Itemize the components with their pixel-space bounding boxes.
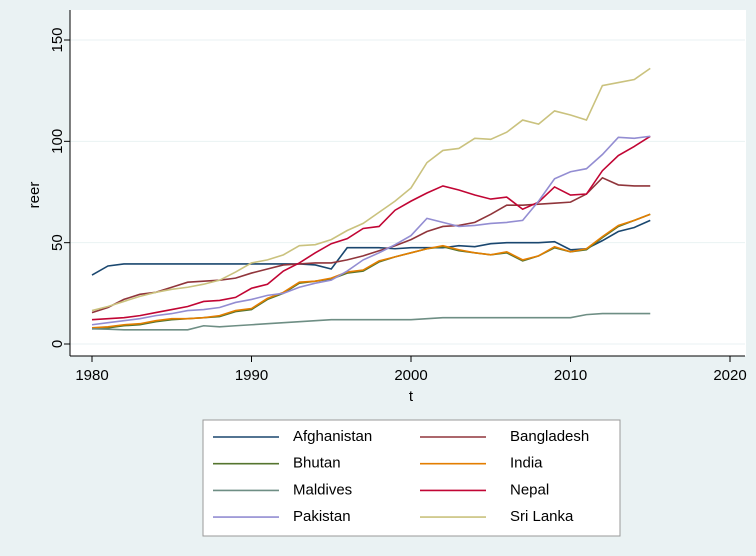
x-axis-title: t (409, 388, 414, 405)
y-tick-label: 50 (49, 234, 66, 251)
legend-label: Pakistan (293, 508, 351, 525)
x-tick-label: 1990 (235, 367, 268, 384)
legend-label: Sri Lanka (510, 508, 574, 525)
x-tick-label: 2010 (554, 367, 587, 384)
legend-label: Maldives (293, 481, 352, 498)
x-tick-label: 2020 (713, 367, 746, 384)
legend-label: Afghanistan (293, 428, 372, 445)
series-line (91, 213, 651, 329)
series-line (91, 176, 651, 314)
series-line (91, 135, 651, 321)
y-tick-label: 150 (49, 27, 66, 52)
y-tick-label: 0 (49, 340, 66, 348)
x-tick-label: 1980 (75, 367, 108, 384)
plot-region (70, 10, 746, 356)
legend-label: Bhutan (293, 455, 341, 472)
legend-label: Bangladesh (510, 428, 589, 445)
series-line (91, 312, 651, 331)
series-line (91, 135, 651, 326)
legend-label: India (510, 455, 543, 472)
legend-label: Nepal (510, 481, 549, 498)
y-axis-title: reer (26, 182, 43, 209)
series-line (91, 67, 651, 312)
x-tick-label: 2000 (394, 367, 427, 384)
series-line (91, 219, 651, 276)
y-tick-label: 100 (49, 129, 66, 154)
